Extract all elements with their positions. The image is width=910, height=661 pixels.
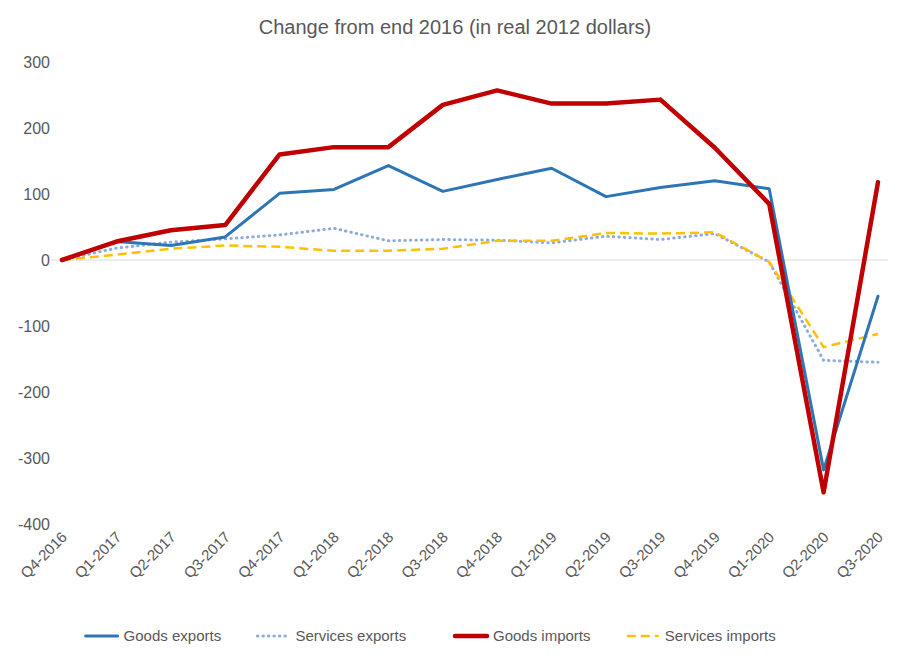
y-tick-label: 100 (23, 186, 50, 203)
legend-swatch (86, 635, 118, 638)
legend: Goods exports Services exports Goods impor… (86, 627, 776, 644)
chart: Change from end 2016 (in real 2012 dolla… (0, 0, 910, 661)
x-tick-label: Q2-2017 (126, 528, 179, 581)
x-tick-label: Q4-2018 (452, 528, 505, 581)
plot-area (62, 90, 878, 492)
y-tick-label: 200 (23, 120, 50, 137)
legend-label: Services exports (295, 627, 406, 644)
x-tick-label: Q3-2018 (398, 528, 451, 581)
y-tick-label: 0 (41, 252, 50, 269)
x-tick-label: Q4-2019 (670, 528, 723, 581)
x-tick-label: Q1-2017 (71, 528, 124, 581)
legend-label: Goods imports (493, 627, 591, 644)
y-tick-label: -400 (18, 516, 50, 533)
x-axis-line (52, 260, 888, 261)
legend-swatch (627, 635, 659, 638)
x-tick-label: Q4-2016 (17, 528, 70, 581)
x-tick-label: Q1-2020 (724, 528, 777, 581)
legend-swatch (257, 635, 289, 638)
series-line (62, 228, 878, 362)
series-line (62, 90, 878, 492)
x-tick-label: Q3-2017 (180, 528, 233, 581)
y-tick-label: -200 (18, 384, 50, 401)
x-tick-label: Q2-2019 (561, 528, 614, 581)
legend-label: Goods exports (124, 627, 222, 644)
x-tick-label: Q4-2017 (234, 528, 287, 581)
series-line (62, 232, 878, 347)
title: Change from end 2016 (in real 2012 dolla… (259, 16, 651, 38)
y-tick-label: -100 (18, 318, 50, 335)
y-tick-label: 300 (23, 54, 50, 71)
legend-swatch (455, 634, 487, 639)
y-tick-label: -300 (18, 450, 50, 467)
legend-label: Services imports (665, 627, 776, 644)
x-tick-label: Q3-2020 (833, 528, 886, 581)
x-tick-label: Q1-2018 (289, 528, 342, 581)
x-tick-label: Q1-2019 (506, 528, 559, 581)
series-line (62, 166, 878, 470)
x-tick-label: Q3-2019 (615, 528, 668, 581)
x-tick-label: Q2-2020 (778, 528, 831, 581)
x-tick-label: Q2-2018 (343, 528, 396, 581)
